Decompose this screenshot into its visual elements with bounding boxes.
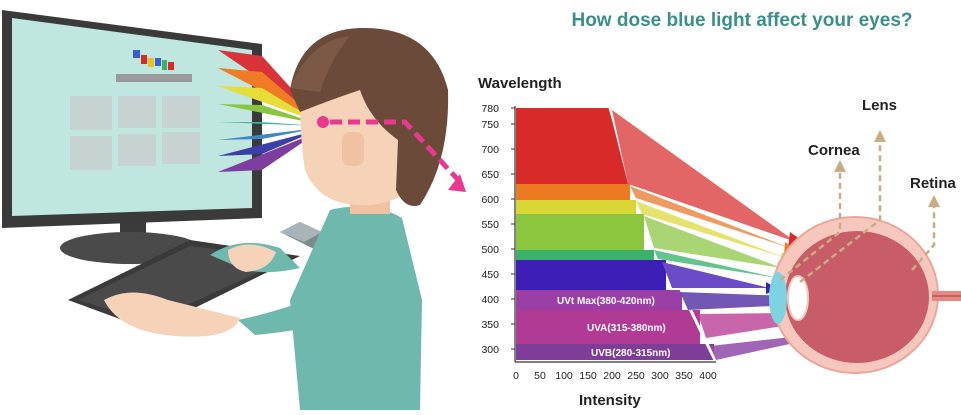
wavelength-chart: Wavelength Intensity UVt Max(380-420nm) … [478, 75, 718, 409]
monitor-icon [2, 10, 262, 228]
band-label-uvb: UVB(280-315nm) [591, 348, 670, 359]
y-tick-label: 650 [481, 169, 499, 181]
y-tick-label: 750 [481, 119, 499, 131]
band-violet [516, 260, 666, 290]
band-red [516, 108, 610, 184]
band-yellow [516, 200, 636, 214]
y-tick-label: 550 [481, 219, 499, 231]
retina-pointer-arrow-icon [928, 195, 940, 207]
eye-icon [769, 216, 961, 374]
band-uvb [516, 344, 714, 360]
band-uva [516, 310, 700, 344]
x-tick-label: 350 [675, 370, 693, 382]
retina-pointer [911, 205, 936, 271]
page-title: How dose blue light affect your eyes? [571, 10, 912, 31]
y-tick-label: 700 [481, 144, 499, 156]
cornea-pointer [779, 170, 842, 281]
person-icon [104, 27, 449, 410]
pointer-arrowheads [834, 130, 940, 207]
x-tick-label: 300 [651, 370, 669, 382]
x-ticks: 0 50 100 150 200 250 300 350 400 [513, 370, 717, 382]
band-label-uva: UVA(315-380nm) [587, 323, 666, 334]
x-tick-label: 200 [603, 370, 621, 382]
band-orange [516, 184, 630, 200]
label-pointers [779, 140, 936, 283]
eye-path-icon [330, 119, 462, 184]
lens-pointer [799, 140, 882, 283]
y-tick-label: 600 [481, 194, 499, 206]
ray-violet [662, 262, 770, 288]
ray-red [612, 110, 796, 242]
ray-yellow [636, 201, 786, 258]
band-red-wedge [609, 108, 628, 184]
y-tick-label: 780 [481, 103, 499, 115]
cornea-pointer-arrow-icon [834, 160, 846, 172]
ray-teal [654, 250, 778, 278]
spectrum-bands [516, 107, 718, 363]
band-teal [516, 250, 654, 260]
x-tick-label: 100 [555, 370, 573, 382]
ray-green [644, 216, 782, 268]
band-uvt [516, 290, 682, 310]
y-axis-title: Wavelength [478, 75, 562, 92]
ray-orange [630, 186, 790, 248]
x-tick-label: 50 [534, 370, 546, 382]
band-label-uvt: UVt Max(380-420nm) [557, 296, 655, 307]
computer-user-illustration [2, 10, 466, 410]
y-tick-label: 300 [481, 344, 499, 356]
eye-path-arrow-icon [448, 174, 466, 192]
y-tick-label: 350 [481, 319, 499, 331]
band-green [516, 214, 644, 250]
cornea-label: Cornea [808, 142, 860, 159]
retina-label: Retina [910, 175, 957, 192]
light-beam-icon [218, 50, 318, 172]
x-tick-label: 0 [513, 370, 519, 382]
x-tick-label: 400 [699, 370, 717, 382]
x-axis-title: Intensity [579, 392, 641, 409]
lens-pointer-arrow-icon [874, 130, 886, 142]
y-tick-label: 450 [481, 269, 499, 281]
x-tick-label: 250 [627, 370, 645, 382]
y-ticks: 780 750 700 650 600 550 500 450 400 350 … [481, 103, 515, 356]
lens-label: Lens [862, 97, 897, 114]
x-tick-label: 150 [579, 370, 597, 382]
y-tick-label: 400 [481, 294, 499, 306]
y-tick-label: 500 [481, 244, 499, 256]
